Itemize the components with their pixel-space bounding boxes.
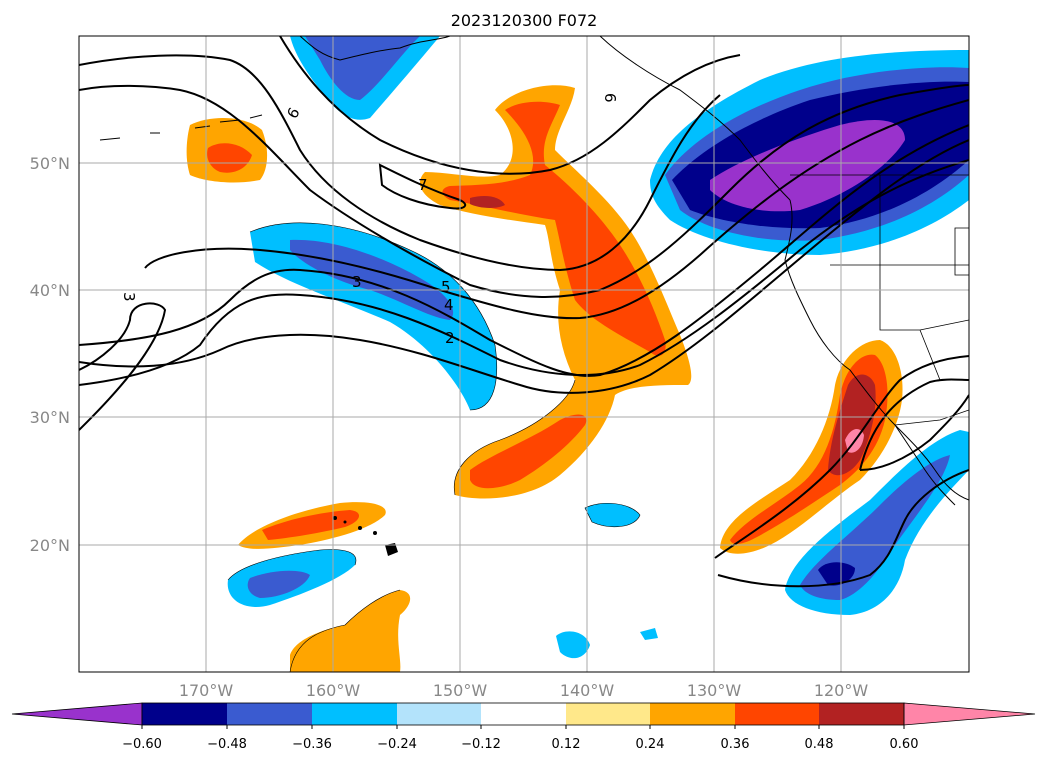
hawaiian-islands (333, 516, 398, 556)
colorbar-segment-6 (566, 703, 650, 725)
contour-line-7 (279, 36, 741, 175)
lon-label-140w: 140°W (560, 681, 615, 700)
positive-anomaly-fields (186, 85, 903, 672)
map-title: 2023120300 F072 (451, 11, 598, 30)
small-cyan-spot-3 (640, 628, 658, 640)
us-mexico-border (894, 409, 969, 426)
south-orange-patch (290, 590, 411, 672)
colorbar-tick-label: −0.24 (377, 737, 417, 752)
colorbar-extend-left (11, 702, 143, 726)
lon-label-120w: 120°W (814, 681, 869, 700)
colorbar-tick-label: 0.24 (636, 737, 665, 752)
gridlines (79, 36, 969, 672)
central-red-orange-band (442, 101, 666, 356)
colorbar-tick-label: 0.36 (721, 737, 750, 752)
colorbar-extend-right (903, 702, 1036, 726)
contour-line-11 (859, 378, 969, 471)
alaska-blue-core (305, 36, 420, 100)
lon-label-150w: 150°W (433, 681, 488, 700)
california-coast (849, 369, 969, 501)
longitude-labels: 170°W 160°W 150°W 140°W 130°W 120°W (179, 681, 869, 700)
contour-label-5: 5 (441, 278, 451, 296)
map-frame (78, 35, 970, 673)
contour-line-12 (859, 394, 969, 471)
small-cyan-spot-2 (556, 631, 590, 659)
colorbar-segment-2 (227, 703, 312, 725)
negative-anomaly-fields (227, 36, 969, 659)
colorbar-tick-label: −0.36 (292, 737, 332, 752)
west-red-patch (207, 143, 252, 173)
pacific-northwest-coast (784, 199, 851, 371)
colorbar-segment-7 (650, 703, 735, 725)
latitude-labels: 50°N 40°N 30°N 20°N (30, 154, 70, 555)
contour-line-2 (79, 139, 969, 394)
se-alaska-bc-coast (599, 36, 791, 201)
colorbar-tick-label: −0.60 (122, 737, 162, 752)
contour-line-4 (144, 99, 969, 320)
colorbar-frame (141, 702, 905, 726)
baja-navy-spot (818, 562, 855, 586)
contour-label-6-east: 6 (601, 93, 619, 103)
colorbar-segment-4 (397, 703, 481, 725)
lat-label-50n: 50°N (30, 154, 70, 173)
colorbar-ticks (141, 725, 905, 729)
colorbar-segment-1 (142, 703, 227, 725)
colorbar-segment-5 (481, 703, 566, 725)
california-dark-red (828, 374, 876, 476)
state-borders (830, 175, 969, 381)
nw-pacific-blue-band (250, 222, 497, 410)
lat-label-40n: 40°N (30, 281, 70, 300)
colorbar-tick-label: −0.48 (207, 737, 247, 752)
central-south-red (470, 414, 587, 489)
contour-label-3-west: 3 (120, 292, 138, 302)
map-area: 2 3 4 5 6 6 7 3 (79, 36, 969, 672)
lat-label-20n: 20°N (30, 536, 70, 555)
colorbar-tick-label: 0.60 (890, 737, 919, 752)
baja-california (894, 424, 956, 506)
contour-label-2: 2 (445, 329, 455, 347)
political-borders (790, 174, 969, 426)
colorbar-segment-8 (735, 703, 819, 725)
lon-label-160w: 160°W (306, 681, 361, 700)
contour-line-6 (79, 54, 721, 272)
contour-line-3 (79, 159, 969, 386)
lon-label-130w: 130°W (687, 681, 742, 700)
central-dark-red-spot (470, 196, 505, 208)
colorbar-segment-9 (819, 703, 904, 725)
alaska-coastline (299, 36, 451, 61)
contour-label-7: 7 (418, 176, 428, 194)
contour-label-4: 4 (444, 296, 454, 314)
colorbar-tick-label: 0.48 (805, 737, 834, 752)
lat-label-30n: 30°N (30, 408, 70, 427)
colorbar-segment-3 (312, 703, 397, 725)
colorbar: −0.60 −0.48 −0.36 −0.24 −0.12 0.12 0.24 … (11, 702, 1036, 752)
contour-line-9 (714, 355, 969, 559)
contour-line-1 (79, 124, 969, 377)
contour-line-10 (717, 469, 969, 588)
aleutian-islands (99, 114, 263, 141)
contour-line-8 (378, 163, 467, 210)
lon-label-170w: 170°W (179, 681, 234, 700)
colorbar-tick-label: −0.12 (461, 737, 501, 752)
contour-line-5 (79, 84, 969, 298)
contour-lines (79, 36, 969, 588)
coastlines (99, 36, 969, 506)
contour-label-3: 3 (352, 273, 362, 291)
colorbar-tick-label: 0.12 (552, 737, 581, 752)
small-cyan-spot-1 (585, 503, 640, 527)
hawaii-south-medium-blue (247, 570, 310, 598)
contour-line-13 (79, 302, 167, 431)
